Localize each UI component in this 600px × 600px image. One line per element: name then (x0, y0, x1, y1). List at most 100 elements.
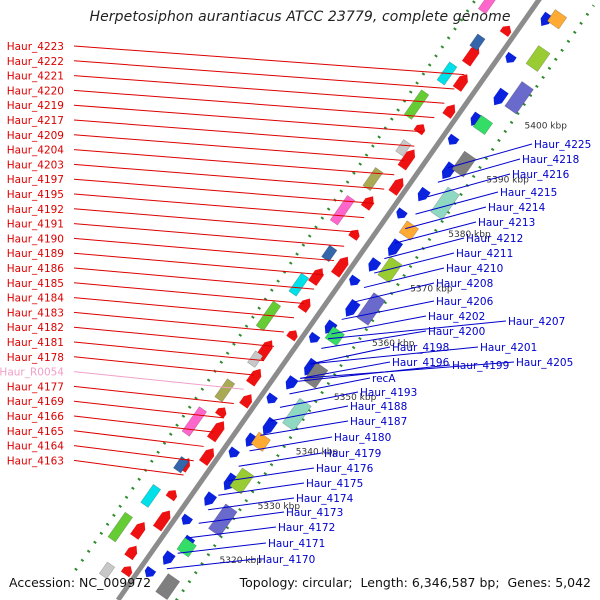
gene-label-right: Haur_4198 (392, 342, 449, 354)
feature-block (356, 292, 386, 326)
label-leader-line (415, 191, 499, 215)
gene-label-left: Haur_4209 (7, 130, 64, 142)
reverse-gene-arrow (204, 491, 217, 506)
forward-gene-arrow (246, 368, 262, 387)
reverse-gene-arrow (181, 513, 193, 525)
label-leader-line (73, 89, 435, 119)
label-leader-line (447, 143, 533, 169)
feature-block (288, 272, 310, 297)
label-leader-line (73, 282, 305, 304)
genome-stats: Topology: circular; Length: 6,346,587 bp… (239, 575, 591, 590)
gene-label-left: Haur_4166 (7, 411, 65, 423)
label-leader-line (437, 158, 521, 183)
label-leader-line (374, 252, 455, 274)
gene-label-right: Haur_4172 (278, 522, 335, 534)
label-leader-line (73, 326, 274, 347)
label-leader-line (73, 430, 204, 447)
gene-label-left: Haur_4223 (7, 41, 64, 53)
feature-block (107, 511, 133, 543)
reverse-gene-arrow (262, 416, 278, 435)
label-leader-line (188, 526, 277, 539)
scale-tick-label: 5400 kbp (525, 121, 568, 131)
scale-tick-label: 5370 kbp (410, 284, 453, 294)
gene-label-left: Haur_4185 (7, 278, 64, 290)
gene-label-left: Haur_4197 (7, 174, 64, 186)
gene-label-left: Haur_R0054 (0, 367, 64, 379)
gene-label-right: Haur_4214 (488, 202, 546, 214)
gene-label-right: Haur_4212 (466, 233, 523, 245)
reverse-gene-arrow (447, 133, 460, 145)
label-leader-line (228, 467, 315, 482)
forward-gene-arrow (308, 268, 324, 286)
label-leader-line (73, 119, 415, 147)
label-leader-line (353, 282, 435, 303)
gene-label-right: Haur_4213 (478, 217, 535, 229)
label-leader-line (395, 221, 477, 244)
forward-gene-arrow (413, 124, 426, 136)
gene-label-left: Haur_4189 (7, 248, 64, 260)
gene-label-right: Haur_4196 (392, 357, 450, 369)
feature-block (477, 0, 504, 15)
label-leader-line (73, 400, 224, 419)
label-leader-line (73, 193, 365, 219)
feature-block (140, 483, 162, 508)
gene-label-right: Haur_4175 (306, 478, 363, 490)
reverse-gene-arrow (345, 299, 361, 317)
gene-label-left: Haur_4165 (7, 426, 64, 438)
gene-label-right: Haur_4201 (480, 342, 537, 354)
label-leader-line (73, 163, 385, 190)
reverse-gene-arrow (304, 357, 320, 376)
forward-gene-arrow (124, 545, 138, 561)
reverse-gene-arrow (162, 550, 176, 565)
feature-block (181, 406, 208, 437)
gene-label-right: Haur_4218 (522, 154, 579, 166)
label-leader-line (73, 60, 455, 90)
reverse-gene-arrow (396, 207, 408, 219)
gene-label-left: Haur_4190 (7, 233, 64, 245)
feature-block (398, 220, 420, 241)
label-leader-line (73, 356, 254, 376)
gene-label-left: Haur_4217 (7, 115, 64, 127)
genes-label: Genes: (507, 575, 552, 590)
forward-gene-arrow (165, 490, 177, 502)
reverse-gene-arrow (223, 472, 239, 491)
gene-label-left: Haur_4164 (7, 441, 65, 453)
label-leader-line (300, 361, 391, 379)
scale-tick-label: 5390 kbp (486, 176, 529, 186)
feature-block (250, 431, 271, 452)
label-leader-line (260, 420, 349, 436)
label-leader-line (405, 206, 487, 230)
label-leader-line (177, 542, 267, 554)
scale-tick-label: 5340 kbp (296, 447, 339, 457)
gene-label-right: Haur_4208 (436, 278, 493, 290)
scale-tick-label: 5360 kbp (372, 339, 415, 349)
feature-block (546, 9, 568, 30)
reverse-gene-arrow (493, 87, 509, 106)
gene-label-right: Haur_4202 (428, 311, 485, 323)
feature-block (472, 114, 494, 136)
label-leader-line (289, 377, 371, 395)
reverse-gene-arrow (285, 375, 299, 390)
gene-label-left: Haur_4192 (7, 204, 64, 216)
map-title: Herpetosiphon aurantiacus ATCC 23779, co… (89, 9, 511, 25)
feature-block (403, 89, 430, 120)
gene-label-left: Haur_4203 (7, 159, 64, 171)
label-leader-line (73, 371, 244, 390)
label-leader-line (73, 178, 375, 204)
forward-gene-arrow (499, 25, 512, 37)
gene-label-right: Haur_4174 (296, 493, 354, 505)
topology-label: Topology: (239, 575, 299, 590)
label-leader-line (73, 267, 315, 290)
gene-label-left: Haur_4221 (7, 71, 64, 83)
label-leader-line (310, 346, 391, 365)
gene-label-left: Haur_4191 (7, 219, 64, 231)
feature-block (525, 45, 551, 72)
feature-block (430, 186, 460, 221)
gene-label-right: Haur_4179 (324, 448, 381, 460)
reverse-gene-arrow (228, 446, 240, 458)
gene-label-right: Haur_4216 (512, 169, 570, 181)
label-leader-line (427, 173, 511, 198)
feature-block (282, 397, 312, 432)
label-leader-line (208, 497, 295, 511)
